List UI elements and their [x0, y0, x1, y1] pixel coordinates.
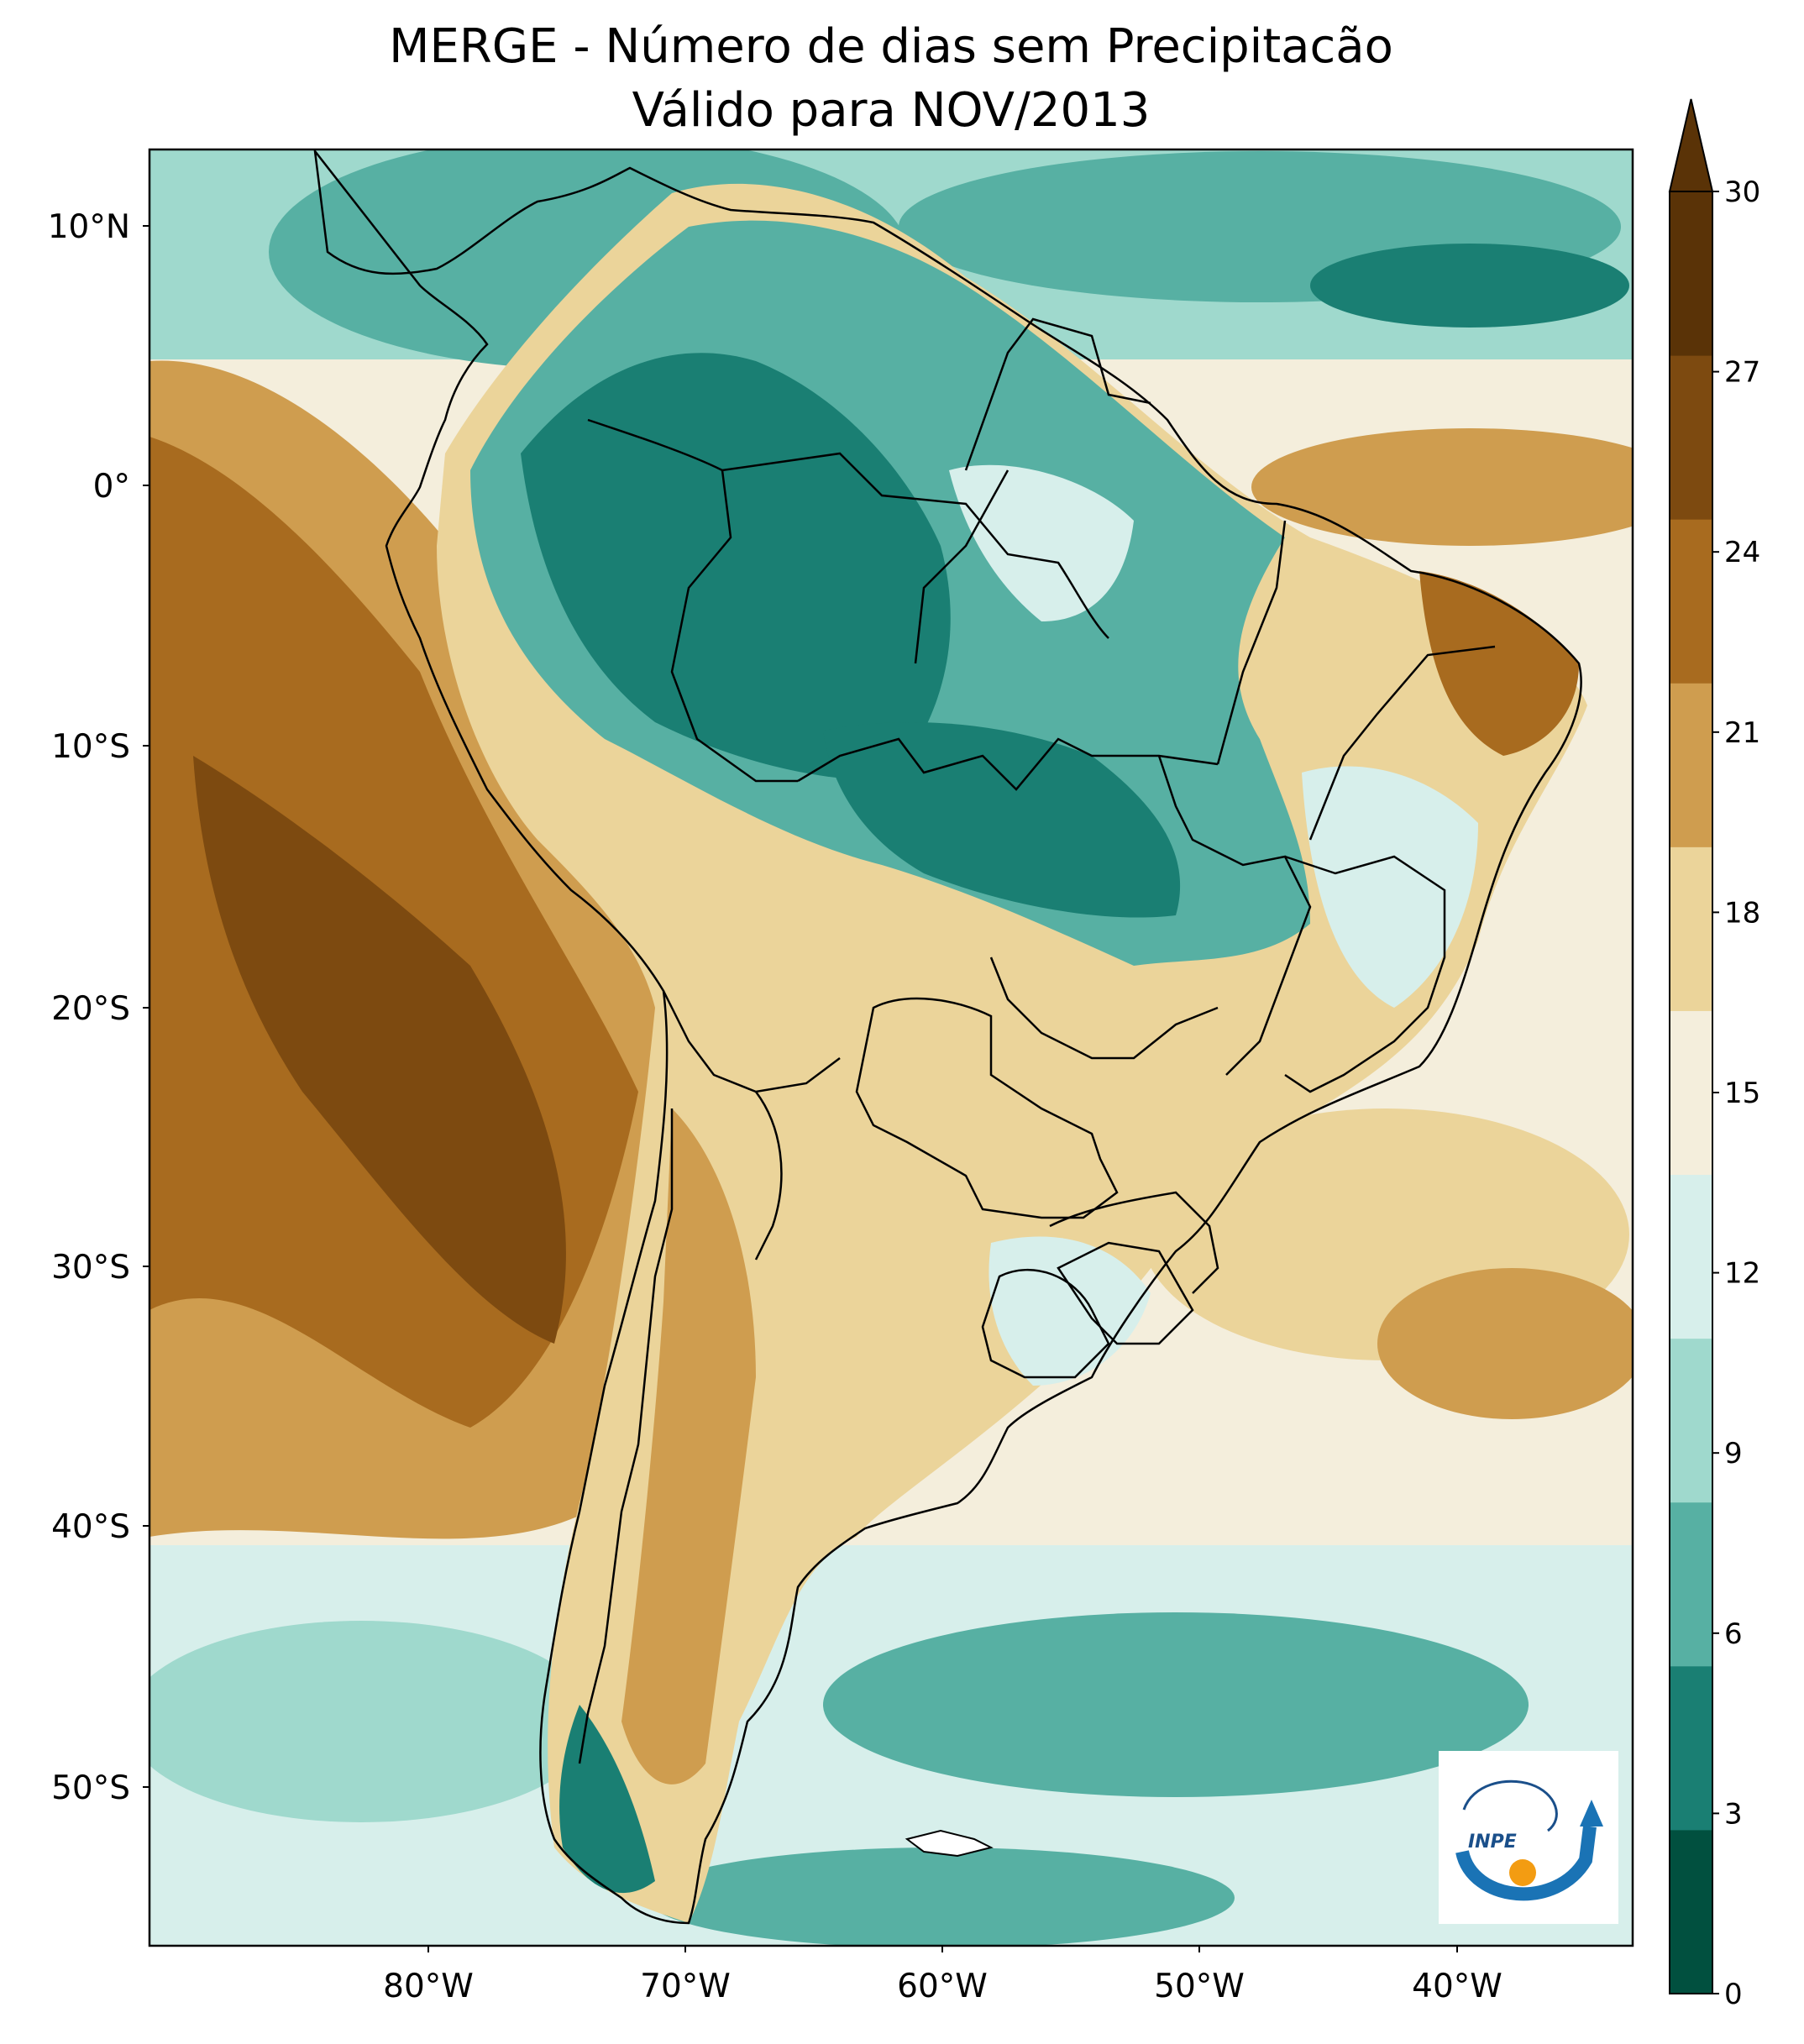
logo-swoosh-icon [1455, 1826, 1597, 1901]
lat-tick-30s: 30°S [51, 1249, 130, 1287]
colorbar-segment [1670, 355, 1712, 520]
colorbar-segment [1670, 519, 1712, 684]
lon-tick-70w: 70°W [640, 1968, 731, 2005]
map-title-line1: MERGE - Número de dias sem Precipitacão [389, 19, 1393, 74]
colorbar-segment [1670, 1010, 1712, 1176]
colorbar-tick-label: 3 [1724, 1797, 1743, 1831]
lat-axis: 10°N 0° 10°S 20°S 30°S 40°S 50°S [48, 208, 149, 1807]
colorbar-tick-label: 15 [1724, 1077, 1760, 1110]
colorbar-tick-label: 27 [1724, 356, 1760, 390]
logo-sun-icon [1509, 1859, 1536, 1886]
lat-tick-10n: 10°N [48, 208, 130, 246]
colorbar-tick-label: 18 [1724, 896, 1760, 930]
colorbar-segment [1670, 1502, 1712, 1667]
colorbar-tick-label: 21 [1724, 716, 1760, 750]
logo-orbit-icon [1462, 1779, 1558, 1832]
colorbar-tick-label: 9 [1724, 1437, 1743, 1470]
map-title-line2: Válido para NOV/2013 [632, 83, 1151, 138]
map-frame [148, 148, 1634, 1947]
inpe-logo: INPE [1439, 1751, 1618, 1924]
lat-tick-0: 0° [93, 468, 130, 506]
lat-tick-10s: 10°S [51, 728, 130, 766]
colorbar: 0 3 6 9 12 15 18 21 24 27 30 [1668, 98, 1760, 2011]
continent-field [437, 183, 1587, 1923]
falklands-islands [905, 1829, 994, 1858]
colorbar-extend-arrow [1668, 98, 1714, 192]
logo-arrow-icon [1580, 1800, 1603, 1826]
colorbar-tick-label: 12 [1724, 1257, 1760, 1291]
logo-text: INPE [1468, 1832, 1517, 1853]
lon-tick-60w: 60°W [897, 1968, 988, 2005]
colorbar-tick-label: 0 [1724, 1978, 1743, 2011]
lat-tick-40s: 40°S [51, 1508, 130, 1546]
colorbar-segment [1670, 846, 1712, 1011]
colorbar-segment [1670, 683, 1712, 847]
lon-tick-50w: 50°W [1154, 1968, 1245, 2005]
colorbar-segment [1670, 191, 1712, 356]
lat-tick-20s: 20°S [51, 990, 130, 1028]
lon-tick-40w: 40°W [1412, 1968, 1502, 2005]
lat-tick-50s: 50°S [51, 1769, 130, 1807]
lon-tick-80w: 80°W [383, 1968, 474, 2005]
colorbar-tick-label: 6 [1724, 1617, 1743, 1651]
lon-axis: 80°W 70°W 60°W 50°W 40°W [383, 1946, 1502, 2005]
colorbar-tick-label: 30 [1724, 176, 1760, 209]
colorbar-segment [1670, 1829, 1712, 1994]
colorbar-segment [1670, 1174, 1712, 1339]
colorbar-tick-label: 24 [1724, 536, 1760, 569]
colorbar-segment [1670, 1665, 1712, 1831]
coastline-borders [313, 149, 1582, 1925]
colorbar-segment [1670, 1338, 1712, 1503]
